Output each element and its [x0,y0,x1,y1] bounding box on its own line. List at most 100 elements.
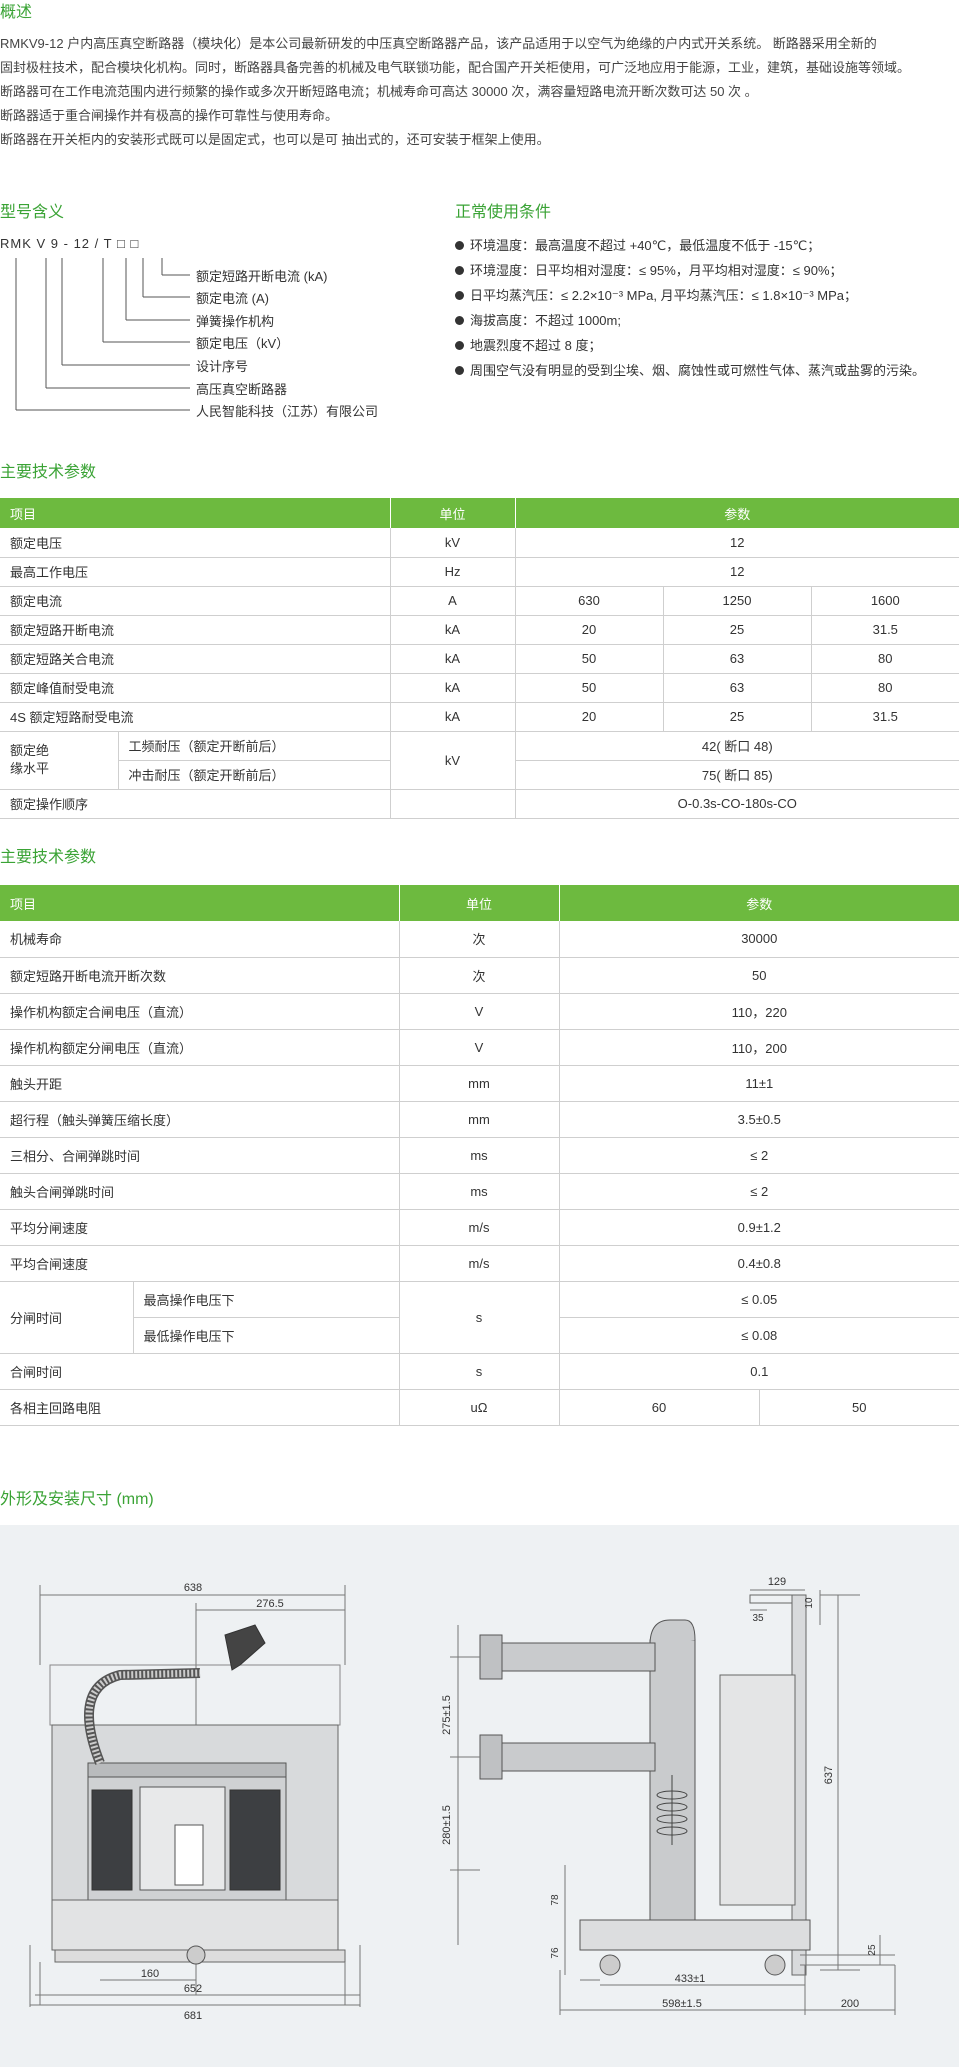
table-cell: 63 [663,673,812,703]
model-code: RMK V 9 - 12 / T □ □ [0,236,140,251]
conditions-list: 环境温度：最高温度不超过 +40℃，最低温度不低于 -15℃； 环境湿度：日平均… [455,233,959,383]
table-row: 分闸时间 最高操作电压下 s ≤ 0.05 [0,1281,959,1354]
table-row: 额定短路开断电流 kA 20 25 31.5 [0,615,959,645]
col-header-item: 项目 [0,498,391,528]
table-cell: 最低操作电压下 [133,1317,400,1354]
table-cell: 最高工作电压 [0,557,391,587]
overview-paragraph: 断路器适于重合闸操作并有极高的操作可靠性与使用寿命。 [0,108,339,123]
overview-text: RMKV9-12 户内高压真空断路器（模块化）是本公司最新研发的中压真空断路器产… [0,32,959,152]
dim-label: 200 [841,1998,859,2010]
dim-label: 276.5 [256,1598,284,1610]
table-row: 额定电压 kV 12 [0,528,959,558]
table-cell: 12 [515,557,959,587]
table-cell: 80 [811,644,959,674]
table-row: 平均合闸速度 m/s 0.4±0.8 [0,1245,959,1282]
dim-label: 280±1.5 [441,1805,453,1845]
table-cell: 额定短路关合电流 [0,644,391,674]
table-cell: Hz [390,557,516,587]
side-view-drawing: 129 35 10 275±1.5 637 280±1.5 78 76 25 4… [441,1576,896,2015]
table-cell: ms [399,1137,560,1174]
table-cell: 110，220 [559,993,959,1030]
table-cell: 1600 [811,586,959,616]
overview-paragraph: 断路器在开关柜内的安装形式既可以是固定式，也可以是可 抽出式的，还可安装于框架上… [0,132,550,147]
dim-label: 160 [141,1968,159,1980]
model-label: 人民智能科技（江苏）有限公司 [196,404,379,419]
table-cell: 平均分闸速度 [0,1209,400,1246]
tech-params-table-1: 项目 单位 参数 额定电压 kV 12 最高工作电压 Hz 12 额定电流 A 630 125… [0,498,959,819]
table2-title: 主要技术参数 [0,849,97,866]
model-label: 额定电压（kV） [196,336,290,351]
table-row: 合闸时间 s 0.1 [0,1353,959,1390]
table-row: 触头开距 mm 11±1 [0,1065,959,1102]
table-cell: 25 [663,702,812,732]
table-cell: mm [399,1101,560,1138]
table-cell: kA [390,644,516,674]
table-cell: 三相分、合闸弹跳时间 [0,1137,400,1174]
table-cell: mm [399,1065,560,1102]
table-cell: m/s [399,1245,560,1282]
col-header-unit: 单位 [398,885,560,921]
table-cell: 50 [759,1389,959,1426]
dim-label: 10 [804,1597,815,1609]
table-cell: 额定电压 [0,528,391,558]
overview-paragraph: 固封极柱技术，配合模块化机构。同时，断路器具备完善的机械及电气联锁功能，配合国产… [0,60,911,75]
overview-title: 概述 [0,4,33,21]
table-row: 操作机构额定合闸电压（直流） V 110，220 [0,993,959,1030]
table-row: 额定峰值耐受电流 kA 50 63 80 [0,673,959,703]
table-cell: 50 [515,644,664,674]
condition-item: 周围空气没有明显的受到尘埃、烟、腐蚀性或可燃性气体、蒸汽或盐雾的污染。 [455,358,959,383]
bullet-icon [455,291,464,301]
model-label: 设计序号 [196,359,249,374]
dim-label: 638 [184,1582,202,1594]
table-cell: ≤ 2 [559,1173,959,1210]
table-cell: A [390,586,516,616]
dim-label: 275±1.5 [441,1695,453,1735]
table-cell: kA [390,615,516,645]
table-row: 各相主回路电阻 uΩ 60 50 [0,1389,959,1426]
table-cell: 31.5 [811,615,959,645]
table-row: 最低操作电压下 ≤ 0.08 [0,1317,959,1354]
table-cell: 各相主回路电阻 [0,1389,400,1426]
table-row: 平均分闸速度 m/s 0.9±1.2 [0,1209,959,1246]
table-cell: 超行程（触头弹簧压缩长度） [0,1101,400,1138]
condition-item: 环境温度：最高温度不超过 +40℃，最低温度不低于 -15℃； [455,233,959,258]
table-cell: 110，200 [559,1029,959,1066]
condition-item: 地震烈度不超过 8 度； [455,333,959,358]
table-cell: 0.1 [559,1353,959,1390]
table-cell: V [399,1029,560,1066]
table-row: 4S 额定短路耐受电流 kA 20 25 31.5 [0,702,959,732]
table-cell: 平均合闸速度 [0,1245,400,1282]
table-cell: ≤ 0.08 [559,1317,959,1354]
table-cell: 额定峰值耐受电流 [0,673,391,703]
bullet-icon [455,241,464,251]
table-cell: 31.5 [811,702,959,732]
dim-label: 598±1.5 [662,1998,702,2010]
table-cell: 0.9±1.2 [559,1209,959,1246]
table-row: 超行程（触头弹簧压缩长度） mm 3.5±0.5 [0,1101,959,1138]
table-cell: 630 [515,586,664,616]
table-cell: 额定电流 [0,586,391,616]
table-row: 额定电流 A 630 1250 1600 [0,586,959,616]
table-cell: 工频耐压（额定开断前后） [118,731,391,761]
table-cell: 额定短路开断电流开断次数 [0,957,400,994]
table-cell: 最高操作电压下 [133,1281,400,1318]
table-cell: kV [390,528,516,558]
table-cell: V [399,993,560,1030]
dim-label: 129 [768,1576,786,1588]
table-cell: s [399,1353,560,1390]
table-cell: 机械寿命 [0,921,400,958]
dim-label: 76 [550,1947,561,1959]
table-cell: 额定短路开断电流 [0,615,391,645]
table-cell: 触头开距 [0,1065,400,1102]
table-cell: 次 [399,921,560,958]
bullet-icon [455,316,464,326]
table-cell: 操作机构额定分闸电压（直流） [0,1029,400,1066]
table-cell: 触头合闸弹跳时间 [0,1173,400,1210]
table-cell: 3.5±0.5 [559,1101,959,1138]
dim-label: 681 [184,2010,202,2022]
table-cell: 操作机构额定合闸电压（直流） [0,993,400,1030]
dim-label: 433±1 [675,1973,706,1985]
drawing-title: 外形及安装尺寸 (mm) [0,1491,154,1508]
condition-item: 海拔高度：不超过 1000m; [455,308,959,333]
table-cell: 50 [515,673,664,703]
